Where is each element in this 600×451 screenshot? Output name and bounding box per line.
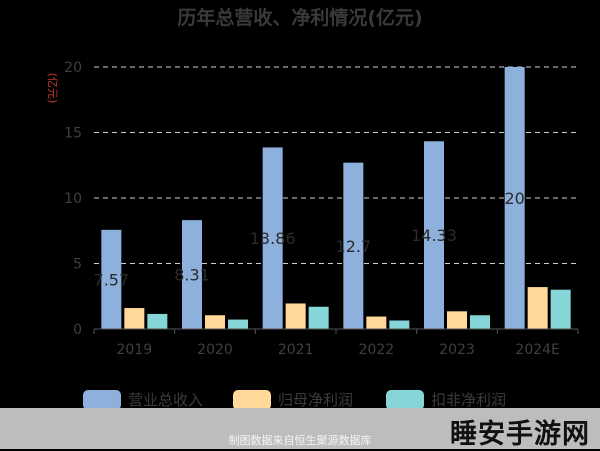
x-axis: 2019 2020 2021 2022 2023 2024E [93,328,579,358]
data-label: 7.57 [94,270,130,289]
y-axis-label: (亿元) [46,73,59,104]
legend-label: 营业总收入 [128,391,203,409]
bar-归母净利润-2020 [205,315,225,329]
watermark: 睡安手游网 [450,419,590,450]
chart-title: 历年总营收、净利情况(亿元) [177,6,422,29]
data-label: 13.86 [250,229,296,248]
x-tick-label: 2020 [197,342,233,358]
y-tick-label: 0 [73,322,82,338]
bar-营业总收入-2020 [182,220,202,329]
y-tick-label: 15 [64,126,82,142]
bar-扣非净利润-2019 [147,313,168,329]
legend: 营业总收入 归母净利润 扣非净利润 [83,390,506,410]
y-tick-label: 10 [64,191,82,207]
x-tick-label: 2019 [117,342,153,358]
footer-banner: 制图数据来自恒生聚源数据库 睡安手游网 [0,408,600,450]
legend-label: 归母净利润 [278,391,353,409]
bar-归母净利润-2022 [366,316,387,329]
bar-扣非净利润-2020 [228,319,248,329]
bar-扣非净利润-2023 [470,315,490,329]
bar-营业总收入-2019 [101,229,122,329]
legend-swatch [83,390,121,410]
bar-营业总收入-2022 [343,162,364,329]
bar-扣非净利润-2024E [550,289,571,329]
legend-swatch [386,390,424,410]
bar-扣非净利润-2022 [389,320,410,329]
bar-营业总收入-2024E [504,67,525,329]
bar-营业总收入-2023 [424,141,444,329]
bar-归母净利润-2024E [527,287,548,329]
y-tick-label: 5 [73,257,82,273]
y-tick-labels: 0 5 10 15 20 [64,60,82,338]
bar-扣非净利润-2021 [308,306,329,329]
data-label: 14.33 [411,226,457,245]
bar-归母净利润-2023 [447,311,467,329]
x-tick-label: 2021 [278,342,314,358]
bar-归母净利润-2021 [285,303,306,329]
bars [101,67,571,329]
legend-swatch [233,390,271,410]
data-label: 8.31 [174,266,210,285]
x-tick-label: 2022 [359,342,395,358]
y-tick-label: 20 [64,60,82,76]
x-tick-label: 2023 [439,342,475,358]
legend-label: 扣非净利润 [431,391,506,409]
x-tick-label: 2024E [515,342,559,358]
data-source-note: 制图数据来自恒生聚源数据库 [228,434,372,447]
data-labels: 7.57 8.31 13.86 12.7 14.33 20 [94,189,525,289]
data-label: 20 [504,189,524,208]
bar-归母净利润-2019 [124,308,145,329]
data-label: 12.7 [336,237,372,256]
bar-营业总收入-2021 [262,147,283,329]
